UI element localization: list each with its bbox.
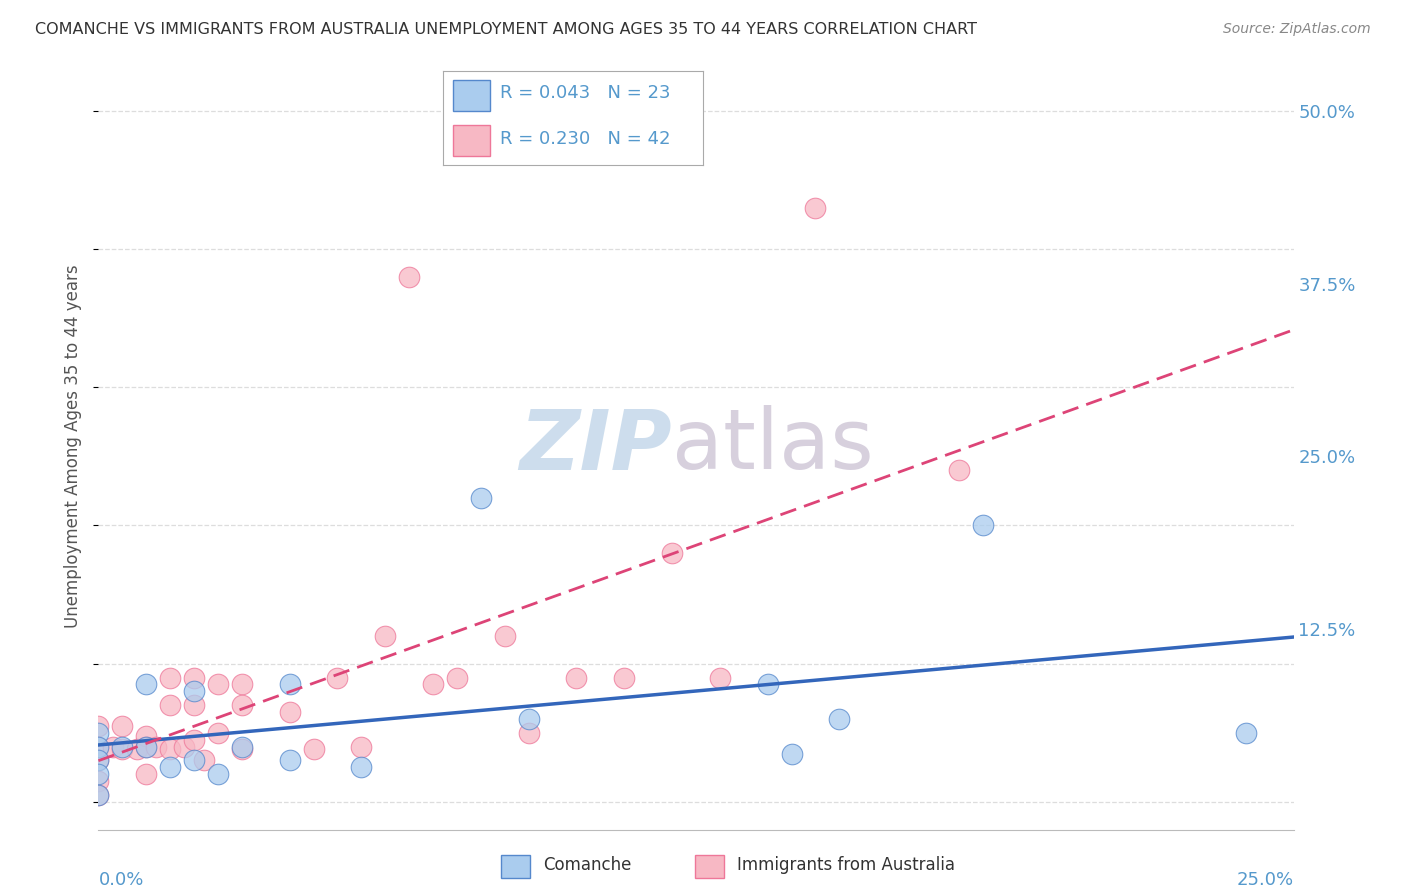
Point: [278, 677, 301, 691]
Point: [278, 705, 301, 719]
Point: [125, 742, 148, 756]
Point: [350, 739, 373, 754]
Point: [517, 712, 540, 726]
Text: Immigrants from Australia: Immigrants from Australia: [737, 856, 955, 874]
Point: [87, 739, 110, 754]
Point: [661, 546, 683, 560]
Point: [101, 739, 124, 754]
Point: [87, 788, 110, 802]
Point: [422, 677, 444, 691]
Text: Comanche: Comanche: [543, 856, 631, 874]
Y-axis label: Unemployment Among Ages 35 to 44 years: Unemployment Among Ages 35 to 44 years: [65, 264, 83, 628]
Point: [183, 684, 205, 698]
Point: [159, 671, 181, 685]
Point: [828, 712, 851, 726]
Point: [302, 742, 325, 756]
Point: [145, 739, 167, 754]
Point: [709, 671, 731, 685]
Point: [87, 754, 110, 768]
Point: [87, 739, 110, 754]
Point: [111, 739, 134, 754]
Point: [756, 677, 779, 691]
Text: R = 0.043   N = 23: R = 0.043 N = 23: [501, 84, 671, 102]
Point: [446, 671, 468, 685]
Point: [231, 677, 253, 691]
Point: [326, 671, 349, 685]
FancyBboxPatch shape: [695, 855, 724, 878]
Point: [470, 491, 492, 505]
Point: [183, 754, 205, 768]
Text: COMANCHE VS IMMIGRANTS FROM AUSTRALIA UNEMPLOYMENT AMONG AGES 35 TO 44 YEARS COR: COMANCHE VS IMMIGRANTS FROM AUSTRALIA UN…: [35, 22, 977, 37]
Point: [87, 767, 110, 781]
Point: [135, 677, 157, 691]
Point: [159, 742, 181, 756]
Point: [87, 788, 110, 802]
Point: [1234, 726, 1257, 740]
FancyBboxPatch shape: [453, 79, 489, 111]
Point: [111, 719, 134, 733]
Point: [159, 760, 181, 774]
Point: [173, 739, 195, 754]
Point: [111, 742, 134, 756]
Point: [398, 269, 420, 284]
Point: [207, 726, 229, 740]
Text: 25.0%: 25.0%: [1236, 871, 1294, 889]
Point: [374, 629, 396, 643]
Point: [135, 767, 157, 781]
Point: [183, 671, 205, 685]
Point: [231, 698, 253, 713]
Point: [948, 463, 970, 477]
Point: [135, 729, 157, 743]
Point: [565, 671, 588, 685]
Point: [87, 726, 110, 740]
FancyBboxPatch shape: [453, 125, 489, 156]
Point: [780, 747, 803, 761]
Text: R = 0.230   N = 42: R = 0.230 N = 42: [501, 130, 671, 148]
Point: [804, 201, 827, 215]
Point: [494, 629, 516, 643]
Text: 0.0%: 0.0%: [98, 871, 143, 889]
Point: [87, 719, 110, 733]
Point: [183, 698, 205, 713]
Point: [183, 732, 205, 747]
Point: [278, 754, 301, 768]
Point: [87, 774, 110, 789]
Text: Source: ZipAtlas.com: Source: ZipAtlas.com: [1223, 22, 1371, 37]
Point: [207, 677, 229, 691]
Point: [972, 518, 994, 533]
Point: [135, 739, 157, 754]
Point: [613, 671, 636, 685]
Text: ZIP: ZIP: [519, 406, 672, 486]
Point: [193, 754, 215, 768]
Point: [231, 742, 253, 756]
Point: [87, 754, 110, 768]
Point: [231, 739, 253, 754]
Point: [135, 739, 157, 754]
Point: [350, 760, 373, 774]
Point: [159, 698, 181, 713]
FancyBboxPatch shape: [501, 855, 530, 878]
Text: atlas: atlas: [672, 406, 873, 486]
Point: [207, 767, 229, 781]
Point: [517, 726, 540, 740]
